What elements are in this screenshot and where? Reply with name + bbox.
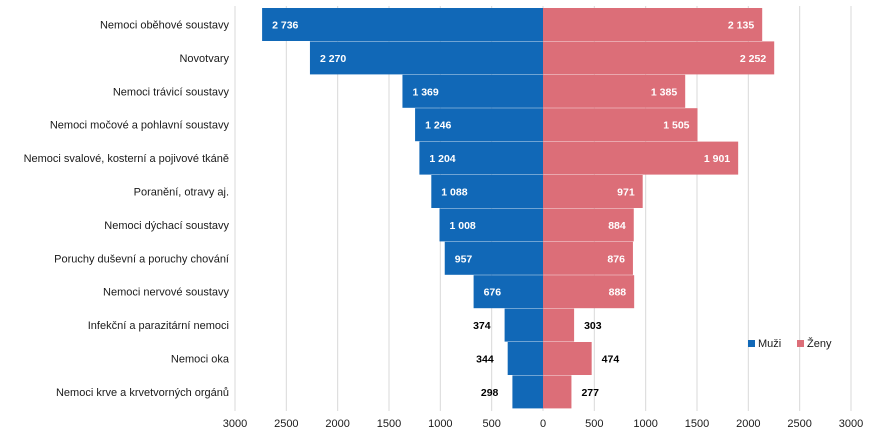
data-label-zeny: 1 505	[663, 120, 689, 132]
bar-muzi	[504, 308, 543, 342]
x-tick-label: 0	[540, 418, 546, 430]
category-label: Nemoci nervové soustavy	[103, 287, 229, 299]
category-label: Poranění, otravy aj.	[134, 187, 229, 199]
x-tick-label: 1500	[377, 418, 401, 430]
data-label-zeny: 888	[609, 287, 627, 299]
bar-zeny	[543, 241, 633, 275]
bar-muzi	[512, 375, 543, 409]
data-label-muzi: 2 270	[320, 53, 346, 65]
category-label: Nemoci dýchací soustavy	[104, 220, 229, 232]
bar-muzi	[419, 141, 543, 175]
data-label-zeny: 2 135	[728, 20, 754, 32]
data-label-muzi: 957	[455, 253, 473, 265]
data-label-muzi: 1 088	[441, 187, 467, 199]
category-label: Nemoci močové a pohlavní soustavy	[50, 120, 230, 132]
data-label-zeny: 1 901	[704, 153, 730, 165]
data-label-muzi: 676	[484, 287, 502, 299]
data-label-zeny: 303	[584, 320, 602, 332]
bar-zeny	[543, 8, 763, 41]
data-label-muzi: 1 204	[429, 153, 455, 165]
category-label: Poruchy duševní a poruchy chování	[54, 253, 229, 265]
bar-zeny	[543, 208, 634, 242]
category-label: Nemoci trávicí soustavy	[113, 86, 230, 98]
chart-bars: 2 736 2 135 2 270 2 252 1 369 1 385 1 246 1 505…	[262, 8, 775, 409]
data-label-zeny: 876	[607, 253, 625, 265]
legend-label-muzi: Muži	[758, 338, 781, 350]
x-tick-label: 2000	[736, 418, 760, 430]
bar-muzi	[444, 241, 543, 275]
data-label-muzi: 1 246	[425, 120, 451, 132]
data-label-zeny: 2 252	[740, 53, 766, 65]
bar-muzi	[262, 8, 543, 41]
data-label-muzi: 374	[473, 320, 491, 332]
bar-muzi	[402, 74, 543, 108]
data-label-zeny: 1 385	[651, 86, 677, 98]
category-label: Nemoci oka	[171, 354, 230, 366]
x-tick-label: 1000	[633, 418, 657, 430]
x-tick-label: 3000	[223, 418, 247, 430]
bar-muzi	[309, 41, 543, 75]
bar-muzi	[415, 108, 543, 142]
bar-zeny	[543, 342, 592, 375]
data-label-muzi: 2 736	[272, 20, 298, 32]
bar-muzi	[507, 342, 543, 375]
bar-muzi	[431, 175, 543, 208]
bar-muzi	[439, 208, 543, 242]
data-label-muzi: 1 008	[450, 220, 476, 232]
category-labels: Nemoci oběhové soustavy Novotvary Nemoci t…	[24, 20, 230, 399]
bar-zeny	[543, 41, 775, 75]
legend-label-zeny: Ženy	[807, 337, 832, 350]
bar-zeny	[543, 108, 698, 142]
chart-legend: Muži Ženy	[748, 337, 832, 350]
bar-muzi	[473, 275, 543, 309]
bar-zeny	[543, 74, 686, 108]
category-label: Nemoci krve a krvetvorných orgánů	[56, 387, 229, 399]
data-label-muzi: 1 369	[412, 86, 438, 98]
x-tick-label: 2500	[274, 418, 298, 430]
bar-zeny	[543, 308, 575, 342]
data-label-zeny: 277	[581, 387, 599, 399]
bar-zeny	[543, 141, 739, 175]
x-tick-label: 500	[482, 418, 500, 430]
x-tick-label: 1000	[428, 418, 452, 430]
bar-zeny	[543, 375, 572, 409]
category-label: Novotvary	[179, 53, 229, 65]
x-tick-label: 500	[585, 418, 603, 430]
data-label-zeny: 884	[608, 220, 626, 232]
x-axis-ticks: 3000 2500 2000 1500 1000 500 0 500 1000 1500 2000 2…	[223, 418, 863, 430]
bar-zeny	[543, 275, 635, 309]
category-label: Nemoci oběhové soustavy	[100, 20, 230, 32]
data-label-muzi: 344	[476, 354, 494, 366]
category-label: Infekční a parazitární nemoci	[88, 320, 229, 332]
x-tick-label: 3000	[839, 418, 863, 430]
x-tick-label: 2000	[325, 418, 349, 430]
data-label-zeny: 971	[617, 187, 635, 199]
legend-swatch-zeny	[797, 340, 804, 347]
x-tick-label: 1500	[685, 418, 709, 430]
legend-swatch-muzi	[748, 340, 755, 347]
category-label: Nemoci svalové, kosterní a pojivové tkán…	[24, 153, 229, 165]
bar-zeny	[543, 175, 643, 208]
x-tick-label: 2500	[787, 418, 811, 430]
data-label-zeny: 474	[602, 354, 620, 366]
data-label-muzi: 298	[481, 387, 499, 399]
